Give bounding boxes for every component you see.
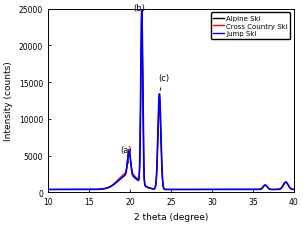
Alpine Ski [248, 188, 252, 191]
Legend: Alpine Ski, Cross Country Ski, Jump Ski: Alpine Ski, Cross Country Ski, Jump Ski [211, 13, 291, 40]
Cross Country Ski [206, 188, 210, 191]
Jump Ski [194, 188, 197, 191]
Cross Country Ski [292, 188, 296, 191]
Alpine Ski [140, 13, 144, 16]
Alpine Ski [46, 188, 50, 191]
Alpine Ski [91, 188, 94, 191]
Jump Ski [292, 188, 296, 191]
Jump Ski [213, 188, 217, 191]
Cross Country Ski [46, 188, 50, 191]
Jump Ski [91, 188, 94, 191]
Text: (a): (a) [120, 146, 132, 164]
X-axis label: 2 theta (degree): 2 theta (degree) [134, 212, 208, 221]
Cross Country Ski [194, 188, 197, 191]
Cross Country Ski [140, 32, 144, 34]
Jump Ski [46, 188, 50, 191]
Jump Ski [248, 188, 252, 191]
Cross Country Ski [230, 188, 233, 191]
Jump Ski [140, 9, 144, 12]
Line: Jump Ski: Jump Ski [48, 11, 294, 190]
Line: Alpine Ski: Alpine Ski [48, 12, 294, 190]
Cross Country Ski [213, 188, 217, 191]
Alpine Ski [206, 188, 210, 191]
Alpine Ski [213, 188, 217, 191]
Alpine Ski [194, 188, 197, 191]
Jump Ski [206, 188, 210, 191]
Y-axis label: Intensity (counts): Intensity (counts) [4, 61, 13, 141]
Cross Country Ski [140, 34, 144, 36]
Jump Ski [230, 188, 233, 191]
Cross Country Ski [248, 188, 252, 191]
Alpine Ski [230, 188, 233, 191]
Text: (b): (b) [133, 4, 145, 17]
Cross Country Ski [91, 188, 94, 191]
Jump Ski [140, 11, 144, 14]
Line: Cross Country Ski: Cross Country Ski [48, 33, 294, 190]
Alpine Ski [140, 11, 144, 13]
Alpine Ski [292, 188, 296, 191]
Text: (c): (c) [158, 74, 169, 91]
